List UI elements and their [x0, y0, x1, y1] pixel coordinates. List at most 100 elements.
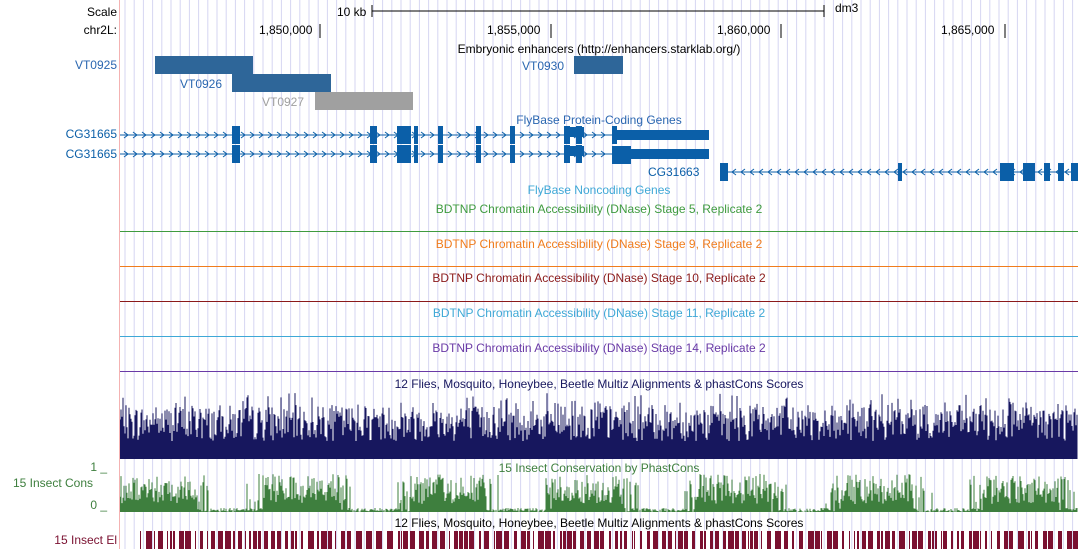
strand-arrow — [465, 131, 471, 139]
dnase-stage11-title[interactable]: BDTNP Chromatin Accessibility (DNase) St… — [432, 306, 766, 320]
strand-arrow — [384, 150, 390, 158]
strand-arrow — [294, 150, 300, 158]
conserved-element — [620, 531, 622, 549]
conserved-element — [799, 531, 803, 549]
conserved-element — [827, 531, 832, 549]
dnase-stage9-title[interactable]: BDTNP Chromatin Accessibility (DNase) St… — [435, 237, 763, 251]
elements-track-title[interactable]: 12 Flies, Mosquito, Honeybee, Beetle Mul… — [394, 516, 804, 530]
dnase-stage11-line — [120, 336, 1078, 337]
phastcons-plot[interactable] — [120, 474, 1078, 514]
dnase-stage10-title[interactable]: BDTNP Chromatin Accessibility (DNase) St… — [432, 271, 766, 285]
conserved-element — [821, 531, 822, 549]
strand-arrow — [375, 131, 381, 139]
phastcons-track-title[interactable]: 15 Insect Conservation by PhastCons — [498, 461, 700, 475]
conserved-element — [877, 531, 880, 549]
enhancer-vt0926[interactable] — [232, 74, 331, 92]
conserved-element — [640, 531, 642, 549]
strand-arrow — [600, 131, 606, 139]
conserved-element — [403, 531, 408, 549]
conserved-element — [892, 531, 895, 549]
conserved-element — [496, 531, 502, 549]
track-area[interactable]: 10 kb dm3 1,850,000 1,855,000 1,860,000 … — [120, 0, 1078, 549]
strand-arrow — [974, 168, 980, 176]
conserved-elements-track[interactable] — [120, 531, 1078, 549]
enhancer-vt0926-label[interactable]: VT0926 — [180, 77, 223, 91]
conserved-element — [401, 531, 402, 549]
conserved-element — [253, 531, 257, 549]
strand-arrow — [965, 168, 971, 176]
strand-arrow — [258, 150, 264, 158]
strand-arrow — [312, 131, 318, 139]
strand-arrow — [321, 131, 327, 139]
cg31665-label-2[interactable]: CG31665 — [65, 147, 117, 161]
conserved-element — [600, 531, 604, 549]
conserved-element — [941, 531, 942, 549]
flybase-track-title[interactable]: FlyBase Protein-Coding Genes — [516, 113, 682, 127]
conserved-element — [245, 531, 246, 549]
strand-arrow — [213, 150, 219, 158]
insect-cons-label[interactable]: 15 Insect Cons — [12, 476, 93, 490]
conserved-element — [238, 531, 242, 549]
conserved-element — [692, 531, 695, 549]
strand-arrow — [812, 168, 818, 176]
enhancer-vt0930[interactable] — [574, 56, 623, 74]
conserved-element — [295, 531, 297, 549]
strand-arrow — [195, 150, 201, 158]
enhancer-vt0927-label[interactable]: VT0927 — [262, 95, 305, 109]
conserved-element — [419, 531, 424, 549]
strand-arrow — [357, 150, 363, 158]
strand-arrow — [123, 150, 129, 158]
enhancer-vt0927[interactable] — [315, 92, 413, 110]
gene-exon — [1044, 163, 1050, 181]
conserved-element — [432, 531, 437, 549]
gene-cg31663-label[interactable]: CG31663 — [648, 165, 700, 179]
strand-arrow — [213, 131, 219, 139]
conserved-element — [258, 531, 261, 549]
enhancer-vt0925[interactable] — [155, 56, 253, 74]
strand-arrow — [839, 168, 845, 176]
conserved-element — [527, 531, 530, 549]
enhancers-track-title[interactable]: Embryonic enhancers (http://enhancers.st… — [457, 42, 741, 56]
conserved-element — [1018, 531, 1024, 549]
noncoding-track-title[interactable]: FlyBase Noncoding Genes — [527, 183, 671, 197]
cg31665-label-1[interactable]: CG31665 — [65, 127, 117, 141]
conserved-element — [167, 531, 168, 549]
conserved-element — [1058, 531, 1062, 549]
enhancer-vt0930-label[interactable]: VT0930 — [522, 59, 565, 73]
strand-arrow — [348, 131, 354, 139]
strand-arrow — [177, 150, 183, 158]
multiz-wiggle — [120, 393, 1078, 459]
strand-arrow — [731, 168, 737, 176]
multiz-conservation-plot[interactable] — [120, 391, 1078, 459]
conserved-element — [173, 531, 175, 549]
strand-arrow — [321, 150, 327, 158]
strand-arrow — [132, 150, 138, 158]
strand-arrow — [956, 168, 962, 176]
vt0925-label[interactable]: VT0925 — [74, 58, 117, 72]
strand-arrow — [875, 168, 881, 176]
strand-arrow — [492, 150, 498, 158]
conserved-element — [704, 531, 706, 549]
conserved-element — [833, 531, 838, 549]
strand-arrow — [483, 150, 489, 158]
scale-label: Scale — [86, 5, 117, 19]
gene-models[interactable] — [120, 124, 1078, 184]
multiz-track-title[interactable]: 12 Flies, Mosquito, Honeybee, Beetle Mul… — [394, 377, 804, 391]
conserved-element — [154, 531, 155, 549]
strand-arrow — [929, 168, 935, 176]
conserved-element — [335, 531, 336, 549]
insect-el-label[interactable]: 15 Insect El — [54, 533, 117, 547]
dnase-stage5-title[interactable]: BDTNP Chromatin Accessibility (DNase) St… — [435, 202, 763, 216]
conserved-element — [376, 531, 382, 549]
conserved-element — [1028, 531, 1030, 549]
conserved-element — [464, 531, 468, 549]
conserved-element — [909, 531, 910, 549]
strand-arrow — [249, 150, 255, 158]
dnase-stage14-title[interactable]: BDTNP Chromatin Accessibility (DNase) St… — [432, 341, 766, 355]
dnase-stage10-line — [120, 301, 1078, 302]
strand-arrow — [483, 131, 489, 139]
strand-arrow — [384, 131, 390, 139]
strand-arrow — [938, 168, 944, 176]
chrom-label: chr2L: — [83, 23, 117, 37]
